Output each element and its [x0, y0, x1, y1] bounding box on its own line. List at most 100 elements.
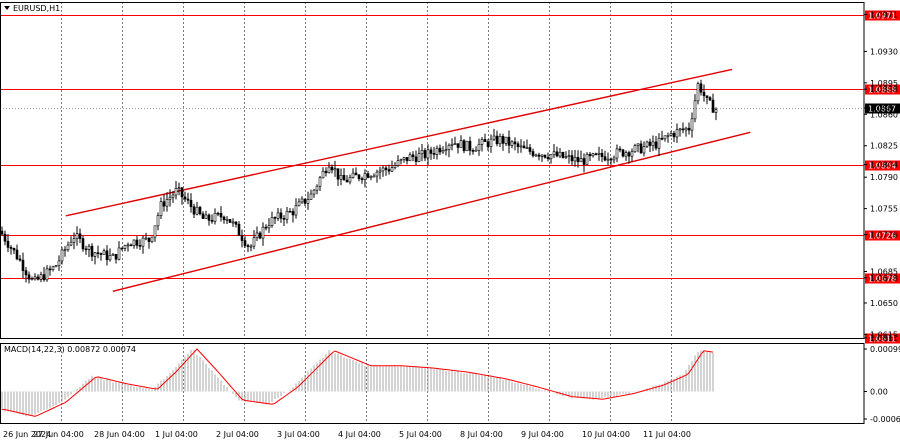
- candle-body: [144, 237, 148, 240]
- x-tick-label: 8 Jul 04:00: [460, 430, 503, 439]
- candle-body: [33, 276, 37, 280]
- candle-body: [249, 245, 253, 248]
- x-tick-label: 9 Jul 04:00: [521, 430, 564, 439]
- candle-body: [339, 175, 343, 180]
- candle-body: [642, 146, 646, 154]
- candle-body: [162, 201, 166, 207]
- candle-body: [345, 179, 349, 183]
- candle-body: [75, 233, 79, 240]
- candle-body: [273, 217, 277, 219]
- candle-body: [597, 152, 601, 155]
- candle-body: [321, 170, 325, 179]
- price-tick-label: 1.0650: [870, 299, 898, 308]
- candle-body: [600, 152, 604, 157]
- candle-body: [270, 217, 274, 226]
- candle-body: [354, 172, 358, 176]
- candle-body: [633, 145, 637, 153]
- candle-body: [81, 238, 85, 250]
- candle-body: [552, 151, 556, 156]
- candle-body: [186, 198, 190, 201]
- candle-body: [72, 238, 76, 243]
- x-tick-label: 4 Jul 04:00: [338, 430, 381, 439]
- candle-body: [411, 154, 415, 158]
- candle-body: [114, 254, 118, 260]
- candle-body: [528, 147, 532, 152]
- macd-panel-border: [0, 343, 865, 424]
- price-tick-label: 1.0825: [870, 142, 898, 151]
- candle-body: [669, 133, 673, 136]
- level-tag-label: 1.0678: [868, 275, 896, 284]
- candle-body: [309, 193, 313, 200]
- price-tick-label: 1.0678: [870, 274, 898, 283]
- candle-body: [636, 143, 640, 146]
- candle-body: [159, 201, 163, 216]
- candle-body: [198, 206, 202, 215]
- candle-body: [546, 157, 550, 160]
- symbol-label: EURUSD,H1: [13, 4, 60, 13]
- x-tick-label: 5 Jul 04:00: [399, 430, 442, 439]
- dropdown-triangle-icon[interactable]: [4, 6, 10, 10]
- candle-body: [24, 270, 28, 276]
- current-price-tag: [865, 103, 900, 114]
- macd-tick-label: -0.00064: [870, 415, 900, 424]
- candle-body: [306, 199, 310, 204]
- candle-body: [351, 172, 355, 178]
- candle-body: [132, 239, 136, 246]
- candle-body: [639, 143, 643, 154]
- candle-body: [291, 211, 295, 216]
- candle-body: [549, 154, 553, 160]
- candle-body: [246, 245, 250, 247]
- candle-body: [87, 245, 91, 250]
- candle-body: [471, 150, 475, 152]
- candle-body: [117, 247, 121, 260]
- candle-body: [237, 223, 241, 236]
- candle-body: [174, 188, 178, 196]
- candle-body: [300, 198, 304, 203]
- candle-body: [708, 97, 712, 101]
- candle-body: [387, 169, 391, 172]
- candle-body: [153, 225, 157, 238]
- candle-body: [663, 135, 667, 140]
- candle-body: [96, 252, 100, 254]
- candle-body: [438, 147, 442, 153]
- level-tag: [865, 160, 900, 171]
- candle-body: [537, 154, 541, 157]
- candle-body: [84, 248, 88, 251]
- candle-body: [435, 147, 439, 155]
- candle-body: [564, 156, 568, 158]
- candle-body: [21, 259, 25, 271]
- candle-body: [360, 178, 364, 180]
- candle-body: [681, 128, 685, 131]
- candle-body: [135, 239, 139, 246]
- candle-body: [225, 219, 229, 221]
- candle-body: [78, 233, 82, 239]
- candle-body: [405, 157, 409, 162]
- candle-body: [315, 185, 319, 191]
- candle-body: [111, 254, 115, 256]
- candle-body: [711, 99, 715, 113]
- candle-body: [645, 141, 649, 147]
- candle-body: [510, 141, 514, 146]
- candle-body: [216, 212, 220, 215]
- candle-body: [141, 237, 145, 247]
- candle-body: [570, 155, 574, 162]
- candle-body: [504, 136, 508, 144]
- candle-body: [243, 240, 247, 246]
- candle-body: [582, 158, 586, 165]
- candle-body: [699, 83, 703, 93]
- candle-body: [171, 194, 175, 198]
- candle-body: [522, 145, 526, 149]
- candle-body: [168, 196, 172, 200]
- candle-body: [39, 274, 43, 280]
- candle-body: [519, 145, 523, 148]
- candle-body: [165, 199, 169, 207]
- level-tag: [865, 273, 900, 284]
- candle-body: [525, 147, 529, 149]
- candle-body: [678, 128, 682, 131]
- x-tick-label: 26 Jun 2024: [3, 430, 51, 439]
- candle-body: [612, 157, 616, 161]
- candle-body: [138, 245, 142, 247]
- candle-body: [630, 151, 634, 157]
- price-tick-label: 1.0611: [870, 334, 898, 343]
